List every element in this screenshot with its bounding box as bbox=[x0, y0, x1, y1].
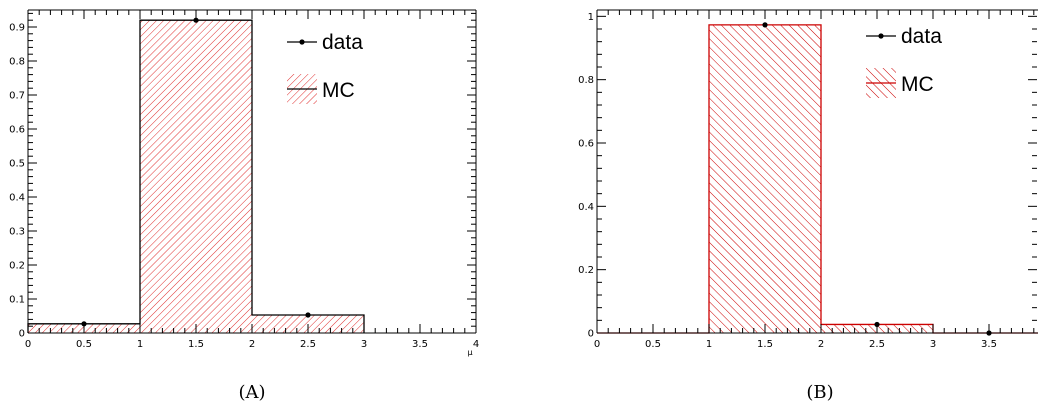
legend-label-data: data bbox=[901, 25, 942, 48]
legend-label-mc: MC bbox=[322, 79, 355, 102]
panel-caption: (A) bbox=[238, 382, 265, 403]
x-tick-label: 1 bbox=[137, 339, 143, 350]
x-tick-label: 1 bbox=[706, 339, 712, 350]
y-tick-label: 0.5 bbox=[9, 159, 25, 170]
y-tick-label: 0.8 bbox=[9, 57, 25, 68]
x-tick-label: 0.5 bbox=[76, 339, 92, 350]
mc-bar bbox=[252, 314, 364, 333]
y-tick-label: 0.2 bbox=[578, 265, 594, 276]
x-tick-label: 2 bbox=[818, 339, 824, 350]
data-point bbox=[874, 321, 880, 328]
y-tick-label: 0.2 bbox=[9, 261, 25, 272]
y-tick-label: 0.7 bbox=[9, 91, 25, 102]
y-tick-label: 0.9 bbox=[9, 23, 25, 34]
chart-panel-b: 0 0.5 1 1.5 2 2.5 3 3.5 0 0.2 0.4 0.6 0.8 1 data MC (B) bbox=[578, 9, 1038, 403]
x-tick-label: 4 bbox=[473, 339, 479, 350]
x-tick-label: 0.5 bbox=[645, 339, 661, 350]
legend-data-marker bbox=[878, 33, 884, 39]
legend-data-marker bbox=[299, 39, 305, 45]
data-point bbox=[193, 17, 199, 23]
data-point bbox=[762, 22, 768, 28]
y-tick-label: 0.4 bbox=[578, 202, 594, 213]
x-tick-label: 2.5 bbox=[869, 339, 885, 350]
y-tick-label: 0.8 bbox=[578, 75, 594, 86]
y-tick-label: 1 bbox=[588, 12, 594, 23]
x-tick-label: 3 bbox=[361, 339, 367, 350]
y-tick-label: 0 bbox=[19, 329, 25, 340]
chart-panel-a: 0 0.5 1 1.5 2 2.5 3 3.5 4 0 0.1 0.2 0.3 0.4 0.5 0.6 0.7 0… bbox=[9, 9, 479, 403]
x-tick-label: 0 bbox=[594, 339, 600, 350]
x-tick-label: 3.5 bbox=[412, 339, 428, 350]
data-point bbox=[81, 321, 87, 327]
x-tick-label: 1.5 bbox=[757, 339, 773, 350]
data-point bbox=[305, 312, 311, 318]
mc-bar bbox=[140, 20, 252, 333]
y-tick-label: 0.3 bbox=[9, 227, 25, 238]
y-tick-label: 0.1 bbox=[9, 295, 25, 306]
y-tick-label: 0.6 bbox=[9, 125, 25, 136]
panel-caption: (B) bbox=[806, 382, 833, 403]
mc-bar bbox=[709, 24, 821, 334]
x-tick-label: 0 bbox=[25, 339, 31, 350]
x-axis-label: μ bbox=[467, 348, 472, 357]
x-tick-label: 2 bbox=[249, 339, 255, 350]
data-point bbox=[986, 330, 992, 336]
legend-label-mc: MC bbox=[901, 73, 934, 96]
x-tick-label: 1.5 bbox=[188, 339, 204, 350]
y-tick-label: 0 bbox=[588, 329, 594, 340]
y-tick-label: 0.4 bbox=[9, 193, 25, 204]
x-tick-label: 3.5 bbox=[981, 339, 997, 350]
legend-label-data: data bbox=[322, 31, 363, 54]
x-tick-label: 3 bbox=[930, 339, 936, 350]
x-tick-label: 2.5 bbox=[300, 339, 316, 350]
y-tick-label: 0.6 bbox=[578, 139, 594, 150]
